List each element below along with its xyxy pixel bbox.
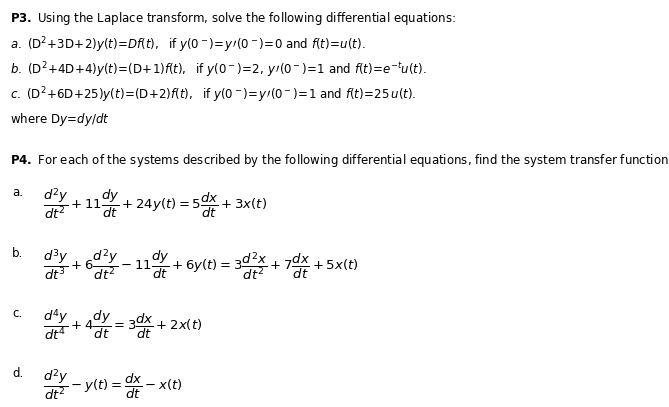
- Text: $\mathit{a.}\ (\mathrm{D}^2\!+\!3\mathrm{D}\!+\!2)y(t)\!=\!Df(t),\ \ \mathrm{if}: $\mathit{a.}\ (\mathrm{D}^2\!+\!3\mathrm…: [10, 35, 365, 55]
- Text: $\mathbf{P4.}$ For each of the systems described by the following differential e: $\mathbf{P4.}$ For each of the systems d…: [10, 152, 669, 169]
- Text: $\dfrac{d^2y}{dt^2} - y(t) = \dfrac{dx}{dt} - x(t)$: $\dfrac{d^2y}{dt^2} - y(t) = \dfrac{dx}{…: [43, 367, 183, 402]
- Text: $\dfrac{d^2y}{dt^2} + 11\dfrac{dy}{dt} + 24y(t) = 5\dfrac{dx}{dt} + 3x(t)$: $\dfrac{d^2y}{dt^2} + 11\dfrac{dy}{dt} +…: [43, 186, 268, 221]
- Text: where $\mathrm{D}y\!=\!dy/dt$: where $\mathrm{D}y\!=\!dy/dt$: [10, 111, 110, 128]
- Text: $\dfrac{d^3y}{dt^3} + 6\dfrac{d^2y}{dt^2} - 11\dfrac{dy}{dt} + 6y(t) = 3\dfrac{d: $\dfrac{d^3y}{dt^3} + 6\dfrac{d^2y}{dt^2…: [43, 247, 359, 282]
- Text: a.: a.: [12, 186, 23, 199]
- Text: $\mathbf{P3.}$ Using the Laplace transform, solve the following differential equ: $\mathbf{P3.}$ Using the Laplace transfo…: [10, 10, 456, 27]
- Text: d.: d.: [12, 367, 23, 380]
- Text: c.: c.: [12, 307, 22, 320]
- Text: $\dfrac{d^4y}{dt^4} + 4\dfrac{dy}{dt} = 3\dfrac{dx}{dt} + 2x(t)$: $\dfrac{d^4y}{dt^4} + 4\dfrac{dy}{dt} = …: [43, 307, 203, 342]
- Text: b.: b.: [12, 247, 23, 260]
- Text: $\mathit{c.}\ (\mathrm{D}^2\!+\!6\mathrm{D}\!+\!25)y(t)\!=\!(\mathrm{D}\!+\!2)f(: $\mathit{c.}\ (\mathrm{D}^2\!+\!6\mathrm…: [10, 86, 416, 105]
- Text: $\mathit{b.}\ (\mathrm{D}^2\!+\!4\mathrm{D}\!+\!4)y(t)\!=\!(\mathrm{D}\!+\!1)f(t: $\mathit{b.}\ (\mathrm{D}^2\!+\!4\mathrm…: [10, 61, 427, 80]
